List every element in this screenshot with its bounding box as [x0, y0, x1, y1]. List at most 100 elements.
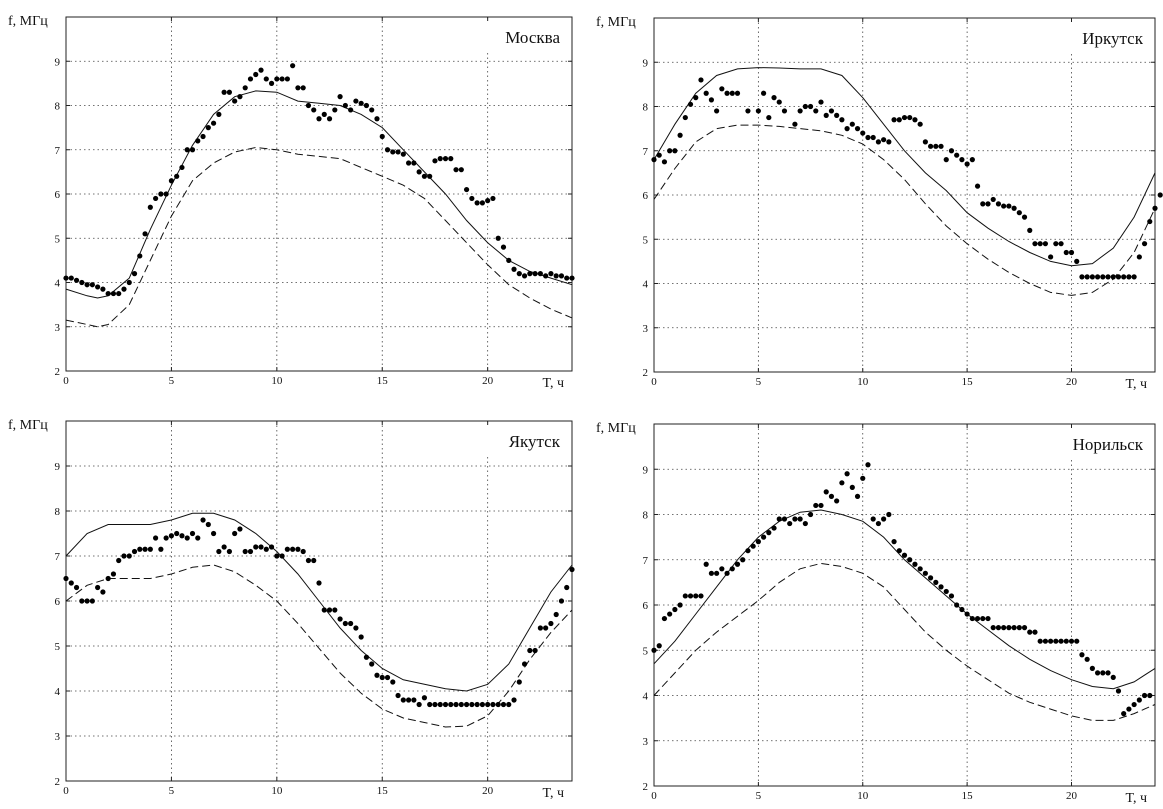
chart-title: Москва: [505, 28, 560, 47]
data-point: [268, 80, 275, 86]
data-point: [247, 548, 254, 555]
data-point: [901, 114, 908, 121]
data-point: [274, 76, 280, 82]
data-point: [163, 191, 169, 197]
data-point: [147, 204, 153, 210]
data-point: [714, 108, 720, 114]
data-point: [854, 126, 861, 132]
data-point: [105, 575, 111, 582]
data-point: [253, 544, 259, 550]
data-point: [661, 159, 668, 165]
data-point: [938, 143, 944, 149]
data-point: [100, 286, 106, 292]
data-point: [210, 120, 217, 126]
y-tick-label: 3: [643, 323, 649, 335]
y-tick-label: 4: [643, 279, 649, 291]
data-point: [427, 701, 433, 708]
data-point: [374, 116, 380, 122]
data-point: [745, 548, 751, 554]
data-point: [326, 116, 333, 122]
series-line-dashed: [65, 564, 573, 728]
data-point: [247, 76, 254, 82]
data-point: [543, 273, 549, 279]
data-point: [896, 548, 902, 554]
y-tick-label: 8: [643, 510, 649, 522]
x-tick-label: 10: [271, 785, 283, 797]
data-point: [110, 571, 117, 577]
data-point: [263, 76, 269, 82]
data-point: [411, 160, 417, 166]
data-point: [279, 76, 285, 82]
x-tick-label: 20: [482, 785, 494, 797]
series-line-dashed: [653, 562, 1156, 721]
chart-panel-3: 0 5 10 15 20 2 3 4 5 6 7 8 9 f, МГц T, ч Якутск: [8, 418, 575, 801]
data-point: [432, 158, 438, 164]
y-tick-label: 3: [55, 322, 61, 334]
data-point: [506, 701, 512, 708]
data-point: [453, 167, 459, 173]
data-point: [369, 661, 375, 667]
data-point: [948, 593, 955, 599]
data-point: [458, 167, 464, 173]
data-point: [891, 539, 897, 545]
data-point: [221, 544, 227, 550]
data-point: [1115, 688, 1122, 694]
data-point: [73, 277, 80, 283]
data-point: [390, 149, 396, 155]
data-point: [485, 198, 491, 204]
data-point: [886, 139, 892, 145]
data-point: [1016, 210, 1022, 216]
data-point: [781, 108, 788, 114]
data-point: [305, 557, 312, 564]
data-point: [174, 530, 180, 537]
data-point: [1006, 625, 1012, 631]
data-point: [1110, 674, 1116, 681]
x-axis-label: T, ч: [1125, 791, 1147, 806]
x-tick-label: 5: [756, 790, 762, 802]
data-point: [828, 493, 835, 499]
data-point: [1121, 711, 1127, 717]
data-point: [823, 112, 829, 118]
data-point: [823, 489, 829, 495]
data-point: [332, 607, 338, 613]
y-tick-label: 4: [643, 691, 649, 703]
data-point: [469, 195, 475, 202]
data-point: [63, 575, 69, 582]
data-point: [818, 99, 824, 105]
y-tick-label: 2: [55, 776, 61, 788]
data-point: [667, 148, 673, 154]
data-point: [137, 546, 143, 552]
data-point: [358, 100, 364, 106]
data-point: [922, 570, 928, 576]
data-point: [295, 85, 301, 91]
data-point: [437, 701, 443, 708]
data-point: [959, 606, 965, 613]
data-point: [1131, 274, 1137, 280]
data-point: [226, 89, 232, 95]
data-point: [379, 133, 385, 140]
data-point: [771, 95, 777, 101]
data-point: [506, 257, 512, 263]
data-point: [521, 273, 528, 279]
data-point: [421, 695, 428, 701]
data-point: [1042, 241, 1049, 247]
x-tick-label: 0: [651, 790, 657, 802]
data-point: [881, 516, 887, 522]
data-point: [79, 279, 85, 286]
data-point: [1058, 638, 1064, 644]
data-point: [226, 548, 232, 555]
data-point: [693, 95, 699, 101]
chart-panel-1: 0 5 10 15 20 2 3 4 5 6 7 8 9 f, МГц T, ч Москва: [8, 14, 575, 391]
data-point: [818, 502, 824, 509]
data-point: [969, 157, 975, 163]
data-point: [750, 543, 756, 549]
data-point: [158, 191, 164, 197]
data-point: [406, 160, 412, 166]
data-point: [901, 552, 908, 558]
data-point: [258, 67, 264, 73]
data-point: [158, 546, 164, 552]
data-point: [458, 701, 464, 708]
data-point: [1152, 205, 1158, 211]
data-point: [708, 97, 715, 103]
